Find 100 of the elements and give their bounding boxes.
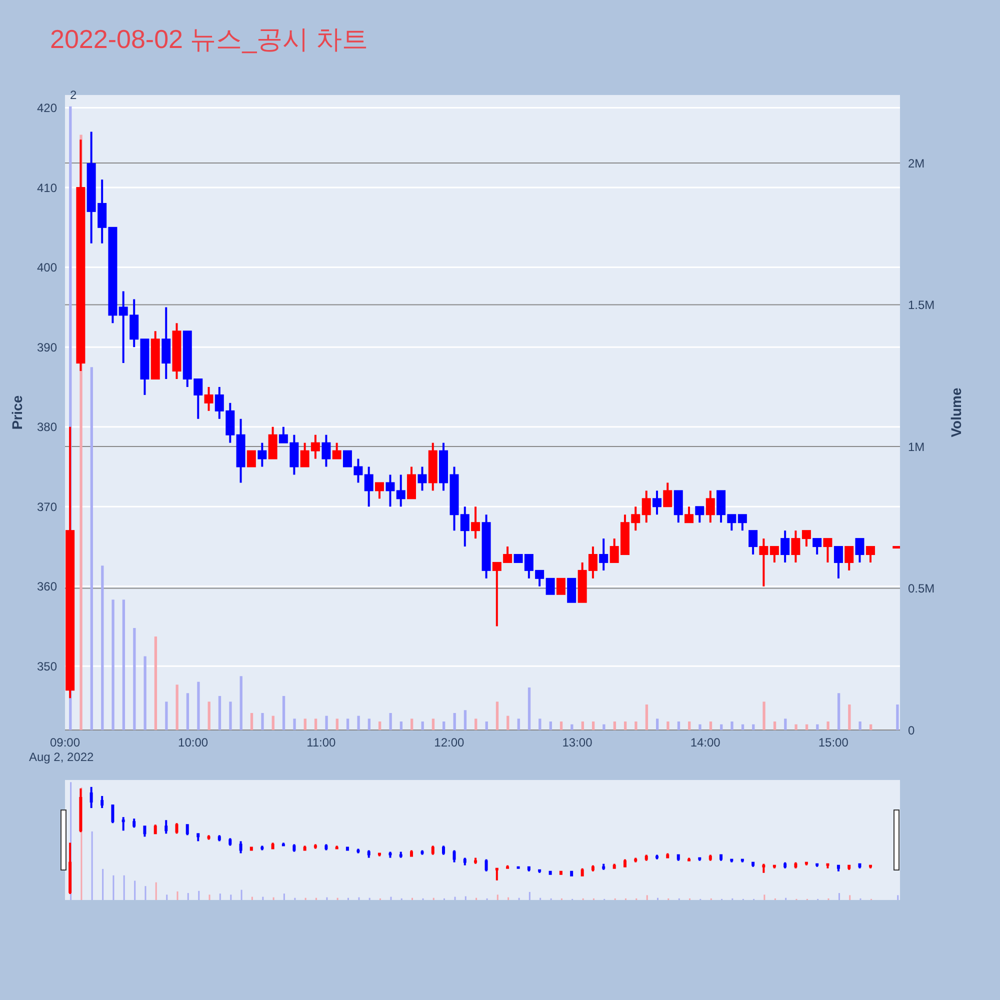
bar [645, 704, 648, 730]
candlestick [268, 426, 278, 460]
bar [762, 702, 766, 730]
bar [570, 724, 574, 730]
y2-tick-label: 2M [908, 156, 925, 170]
y2-tick-label: 1M [908, 440, 925, 454]
candlestick [246, 450, 256, 468]
bar [720, 724, 723, 730]
bar [826, 721, 830, 730]
bar [421, 721, 424, 730]
candlestick [162, 306, 171, 380]
bar [896, 704, 899, 730]
bar [602, 724, 606, 730]
bar [218, 696, 222, 730]
bar [186, 693, 190, 730]
bar [773, 721, 776, 730]
candlestick [652, 490, 662, 516]
x-tick-label: 10:00 [178, 736, 208, 750]
x-tick-label: 13:00 [562, 736, 593, 750]
bar [400, 721, 403, 730]
x-tick-label: 11:00 [306, 736, 336, 750]
bar [101, 566, 104, 730]
y-axis-title: Price [8, 395, 25, 430]
candlestick [322, 434, 331, 468]
bar [538, 718, 542, 730]
bar [197, 682, 200, 730]
candlestick [204, 386, 214, 412]
candlestick [674, 490, 683, 524]
bar [709, 721, 712, 730]
y-tick-label: 370 [36, 500, 58, 514]
bar [677, 721, 680, 730]
bar [336, 718, 338, 730]
bar [496, 702, 499, 730]
bar [474, 718, 478, 730]
bar [133, 628, 136, 730]
candlestick [642, 490, 651, 524]
bar [784, 718, 787, 730]
candlestick [332, 442, 342, 460]
bar [165, 702, 168, 730]
bar [112, 600, 114, 730]
y2-tick-label: 1.5M [908, 298, 935, 312]
candlestick [844, 546, 854, 572]
candlestick [791, 530, 800, 564]
candlestick [866, 546, 875, 564]
text: Aug 2, 2022 [29, 750, 94, 764]
bar [410, 718, 414, 730]
bar [549, 721, 552, 730]
bar [378, 721, 382, 730]
y-tick-label: 420 [36, 101, 58, 116]
bar [634, 721, 638, 730]
y-tick-label: 360 [36, 580, 58, 594]
candlestick [556, 578, 566, 595]
candlestick [396, 474, 406, 508]
bar [560, 721, 563, 730]
bar [304, 718, 306, 730]
bar [858, 721, 862, 730]
candlestick [834, 546, 843, 580]
bar [485, 721, 488, 730]
bar [389, 712, 392, 730]
candlestick [823, 538, 832, 564]
candlestick [599, 538, 608, 572]
bar [122, 600, 126, 730]
bar [816, 724, 819, 730]
bar [229, 702, 232, 730]
bar [613, 721, 616, 730]
bar [837, 693, 840, 730]
bar [528, 687, 531, 730]
bar [208, 702, 210, 730]
bar [240, 676, 242, 730]
bar [453, 712, 456, 730]
bar [272, 716, 274, 730]
candlestick [374, 482, 384, 500]
bar [656, 718, 659, 730]
candlestick [855, 538, 864, 564]
candlestick [780, 530, 790, 564]
bar [442, 721, 446, 730]
bar [730, 721, 734, 730]
candlestick [812, 538, 822, 556]
candlestick [471, 506, 480, 540]
bar [261, 712, 264, 730]
x-tick-label: 12:00 [434, 736, 465, 750]
candlestick [418, 466, 427, 492]
bar [581, 721, 584, 730]
candlestick [748, 530, 758, 556]
bar [293, 718, 296, 730]
bar [688, 721, 691, 730]
bar [805, 724, 808, 730]
bar [154, 636, 158, 730]
candlestick [364, 466, 374, 508]
candlestick [546, 578, 555, 595]
chart-title: 2022-08-02 뉴스_공시 차트 [50, 23, 368, 56]
x-tick-label: 14:00 [690, 736, 721, 750]
y-tick-label: 410 [36, 180, 58, 195]
candlestick [695, 506, 704, 524]
y2-tick-label: 0 [908, 723, 915, 738]
candlestick [663, 482, 672, 508]
bar [432, 718, 435, 730]
bar [741, 724, 744, 730]
candlestick [386, 474, 395, 508]
bar [144, 656, 146, 730]
